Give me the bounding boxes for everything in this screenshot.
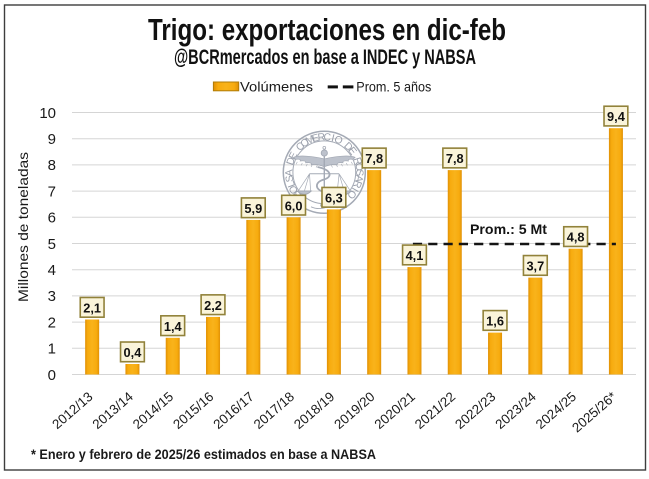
svg-text:6: 6 <box>48 210 56 227</box>
svg-text:3,7: 3,7 <box>526 259 544 274</box>
svg-text:Prom. 5 años: Prom. 5 años <box>356 78 431 94</box>
svg-text:0: 0 <box>48 367 56 384</box>
svg-text:9: 9 <box>48 131 56 148</box>
svg-text:7: 7 <box>48 183 56 200</box>
svg-text:I: I <box>330 133 336 144</box>
svg-text:9,4: 9,4 <box>607 109 626 124</box>
svg-text:3: 3 <box>48 288 56 305</box>
svg-text:A: A <box>352 174 364 183</box>
svg-text:A: A <box>284 169 295 176</box>
svg-text:S: S <box>353 169 364 176</box>
svg-text:I: I <box>349 185 360 193</box>
svg-text:10: 10 <box>39 105 56 122</box>
svg-text:R: R <box>350 179 363 190</box>
svg-text:O: O <box>352 162 364 172</box>
svg-text:S: S <box>284 174 296 183</box>
svg-text:2,1: 2,1 <box>83 300 101 315</box>
svg-text:Trigo: exportaciones en dic-fe: Trigo: exportaciones en dic-feb <box>148 12 506 47</box>
svg-text:1: 1 <box>48 341 56 358</box>
svg-text:7,8: 7,8 <box>446 151 464 166</box>
svg-text:M: M <box>304 134 316 148</box>
svg-text:Volúmenes: Volúmenes <box>240 78 313 94</box>
svg-text:O: O <box>332 134 344 147</box>
svg-text:R: R <box>351 156 364 167</box>
svg-text:E: E <box>311 133 321 145</box>
svg-text:R: R <box>317 132 326 144</box>
svg-text:8: 8 <box>48 157 56 174</box>
svg-text:2: 2 <box>48 314 56 331</box>
svg-text:5,9: 5,9 <box>244 201 262 216</box>
svg-text:4,8: 4,8 <box>567 230 585 245</box>
svg-text:D: D <box>285 156 298 167</box>
svg-text:@BCRmercados en base a INDEC y: @BCRmercados en base a INDEC y NABSA <box>174 46 476 69</box>
svg-text:L: L <box>286 179 298 188</box>
svg-text:7,8: 7,8 <box>365 151 383 166</box>
svg-text:4: 4 <box>48 262 56 279</box>
svg-text:1,4: 1,4 <box>164 319 183 334</box>
svg-text:Millones de toneladas: Millones de toneladas <box>15 152 31 302</box>
svg-text:6,3: 6,3 <box>325 190 343 205</box>
svg-text:0,4: 0,4 <box>124 345 143 360</box>
svg-text:6,0: 6,0 <box>285 198 303 213</box>
svg-text:C: C <box>323 132 332 144</box>
svg-text:1,6: 1,6 <box>486 314 504 329</box>
svg-text:5: 5 <box>48 236 56 253</box>
svg-text:2,2: 2,2 <box>204 298 222 313</box>
svg-text:E: E <box>287 150 300 161</box>
svg-text:* Enero y febrero de 2025/26 e: * Enero y febrero de 2025/26 estimados e… <box>31 446 376 462</box>
svg-text:4,1: 4,1 <box>406 248 424 263</box>
svg-text:Prom.: 5 Mt: Prom.: 5 Mt <box>470 221 547 237</box>
